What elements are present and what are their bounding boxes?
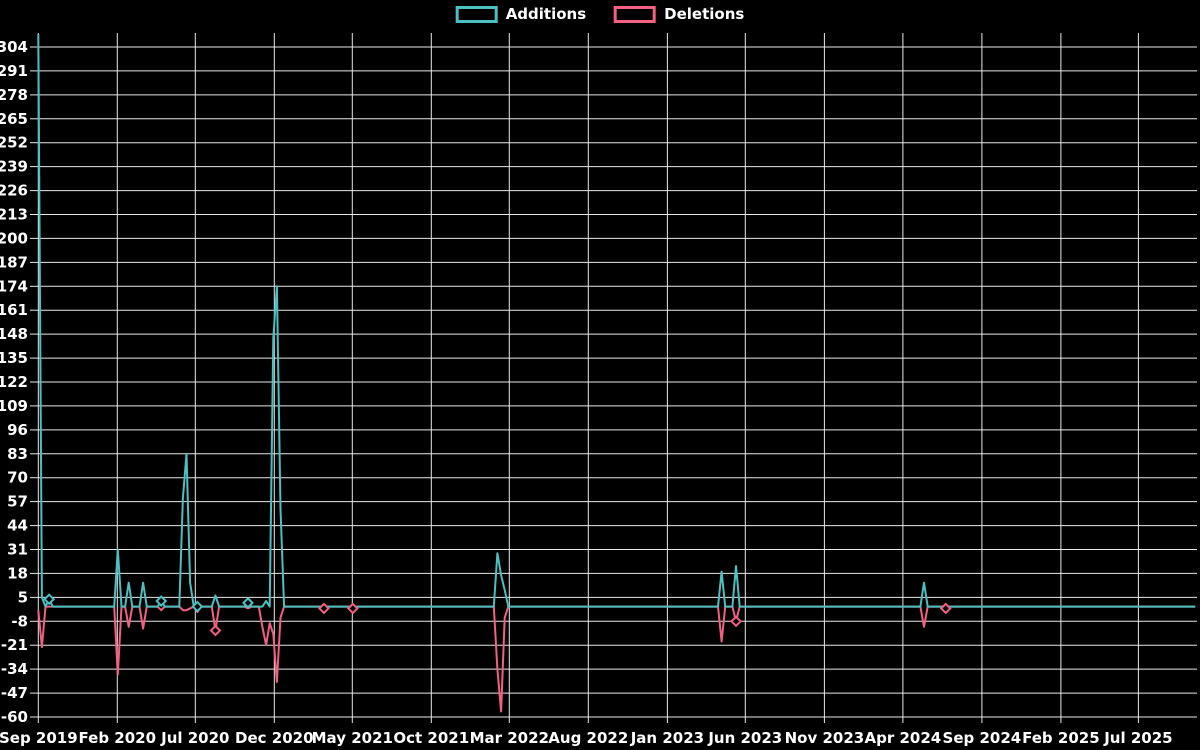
svg-text:174: 174	[0, 277, 28, 295]
svg-text:31: 31	[7, 541, 28, 559]
svg-text:Jan 2023: Jan 2023	[630, 729, 704, 747]
additions-swatch-icon	[455, 6, 498, 23]
svg-text:135: 135	[0, 349, 28, 367]
svg-text:Dec 2020: Dec 2020	[235, 729, 314, 747]
svg-text:5: 5	[18, 588, 28, 606]
svg-text:265: 265	[0, 110, 28, 128]
chart-legend: Additions Deletions	[455, 5, 744, 23]
svg-text:148: 148	[0, 325, 28, 343]
svg-text:-60: -60	[1, 708, 28, 726]
legend-label-deletions: Deletions	[664, 5, 745, 23]
svg-text:-21: -21	[1, 636, 28, 654]
svg-text:Sep 2024: Sep 2024	[943, 729, 1022, 747]
svg-text:239: 239	[0, 158, 28, 176]
legend-item-additions[interactable]: Additions	[455, 5, 587, 23]
svg-text:Apr 2024: Apr 2024	[865, 729, 942, 747]
legend-label-additions: Additions	[505, 5, 587, 23]
svg-text:-47: -47	[1, 684, 28, 702]
svg-text:200: 200	[0, 229, 28, 247]
svg-text:226: 226	[0, 182, 28, 200]
svg-text:83: 83	[7, 445, 28, 463]
svg-text:161: 161	[0, 301, 28, 319]
svg-text:Nov 2023: Nov 2023	[785, 729, 865, 747]
svg-text:291: 291	[0, 62, 28, 80]
svg-text:213: 213	[0, 206, 28, 224]
deletions-swatch-icon	[614, 6, 657, 23]
svg-text:70: 70	[7, 469, 28, 487]
svg-text:-8: -8	[11, 612, 28, 630]
svg-text:44: 44	[7, 517, 28, 535]
svg-text:-34: -34	[1, 660, 28, 678]
svg-text:96: 96	[7, 421, 28, 439]
svg-text:304: 304	[0, 38, 28, 56]
legend-item-deletions[interactable]: Deletions	[614, 6, 744, 23]
svg-text:Feb 2020: Feb 2020	[79, 729, 157, 747]
svg-text:Jun 2023: Jun 2023	[707, 729, 782, 747]
svg-text:Feb 2025: Feb 2025	[1022, 729, 1100, 747]
svg-text:Jul 2020: Jul 2020	[160, 729, 229, 747]
svg-text:18: 18	[7, 564, 28, 582]
svg-text:187: 187	[0, 253, 28, 271]
svg-text:122: 122	[0, 373, 28, 391]
svg-text:Jul 2025: Jul 2025	[1103, 729, 1172, 747]
svg-text:Aug 2022: Aug 2022	[548, 729, 628, 747]
svg-text:Sep 2019: Sep 2019	[0, 729, 78, 747]
svg-text:109: 109	[0, 397, 28, 415]
svg-text:Mar 2022: Mar 2022	[470, 729, 549, 747]
svg-text:Oct 2021: Oct 2021	[393, 729, 469, 747]
svg-text:278: 278	[0, 86, 28, 104]
svg-text:57: 57	[7, 493, 28, 511]
svg-text:252: 252	[0, 134, 28, 152]
svg-text:May 2021: May 2021	[312, 729, 393, 747]
